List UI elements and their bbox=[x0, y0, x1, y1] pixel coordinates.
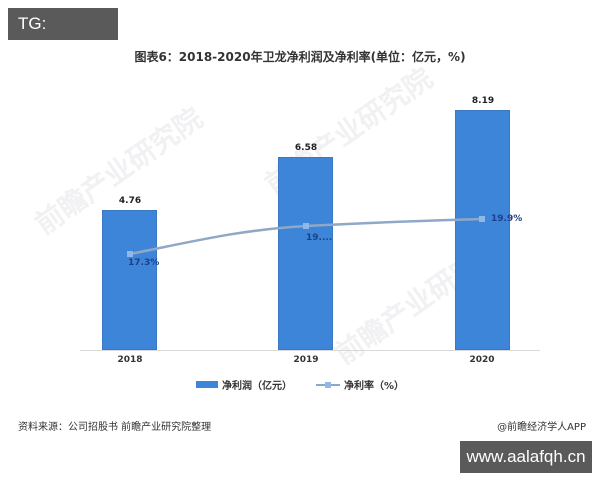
net-margin-line bbox=[127, 216, 485, 257]
source-note: 资料来源：公司招股书 前瞻产业研究院整理 bbox=[18, 422, 212, 433]
chart-legend: 净利润（亿元） 净利率（%） bbox=[0, 377, 600, 392]
bar-2019 bbox=[278, 157, 333, 350]
legend-label: 净利率（%） bbox=[343, 381, 405, 392]
line-value-label: 17.3% bbox=[128, 258, 160, 268]
legend-label: 净利润（亿元） bbox=[221, 381, 292, 392]
bar-value-label: 4.76 bbox=[118, 196, 142, 206]
chart-plot-area: 前瞻产业研究院 前瞻产业研究院 前瞻产业研究院 4.76 6.58 8.19 1… bbox=[29, 61, 540, 371]
tg-badge: TG: MYYJJPP bbox=[8, 8, 118, 65]
x-axis-line bbox=[80, 350, 540, 351]
url-badge: www.aalafqh.cn bbox=[460, 441, 592, 473]
legend-item-net-profit: 净利润（亿元） bbox=[195, 377, 292, 392]
line-value-label: 19.9% bbox=[491, 214, 523, 224]
x-tick-label: 2019 bbox=[293, 355, 319, 365]
bar-value-label: 8.19 bbox=[471, 96, 495, 106]
bar-value-label: 6.58 bbox=[294, 143, 318, 153]
x-tick-label: 2020 bbox=[469, 355, 495, 365]
x-tick-label: 2018 bbox=[117, 355, 143, 365]
chart-title: 图表6：2018-2020年卫龙净利润及净利率(单位：亿元，%) bbox=[134, 50, 466, 64]
legend-item-net-margin: 净利率（%） bbox=[315, 377, 405, 392]
line-swatch-icon bbox=[315, 381, 340, 388]
credit-note: @前瞻经济学人APP bbox=[497, 422, 586, 433]
line-value-label: 19.... bbox=[306, 233, 333, 243]
bar-2020 bbox=[455, 110, 510, 350]
bar-swatch-icon bbox=[195, 381, 218, 388]
bar-2018 bbox=[102, 210, 157, 350]
